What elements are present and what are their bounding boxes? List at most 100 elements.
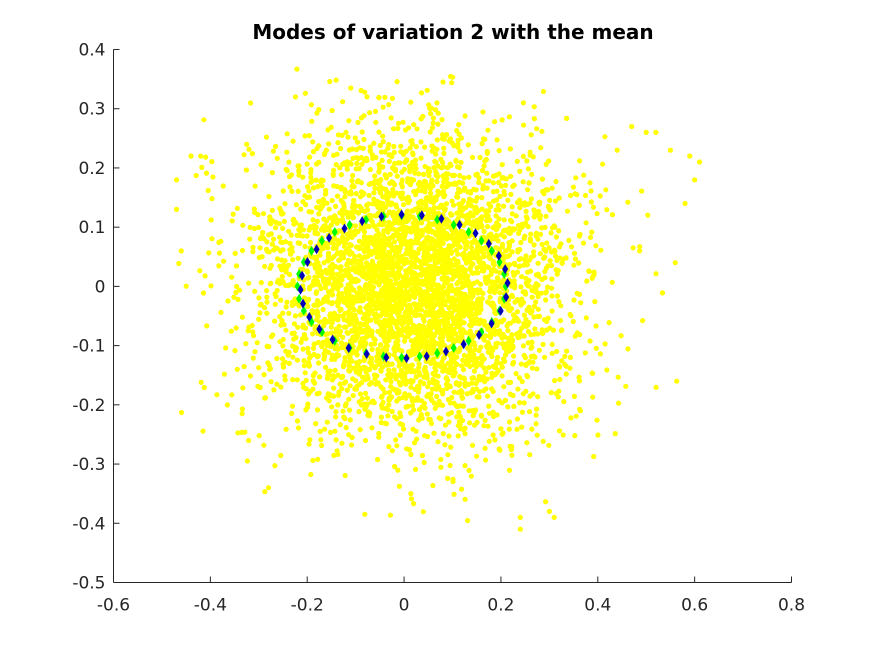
data-point xyxy=(507,391,513,397)
data-point xyxy=(528,196,535,202)
data-point xyxy=(453,381,459,387)
data-point xyxy=(477,154,483,161)
data-point xyxy=(403,404,409,410)
data-point xyxy=(327,311,334,317)
data-point xyxy=(385,322,391,328)
data-point xyxy=(466,467,472,473)
data-point xyxy=(509,452,515,458)
data-point xyxy=(325,127,331,133)
data-point xyxy=(423,358,429,364)
data-point xyxy=(549,293,555,299)
data-point xyxy=(412,170,418,176)
data-point xyxy=(336,218,342,224)
data-point xyxy=(487,300,493,306)
data-point xyxy=(314,204,320,210)
data-point xyxy=(525,340,531,346)
data-point xyxy=(284,168,290,174)
data-point xyxy=(368,299,374,305)
data-point xyxy=(231,294,237,300)
mode-point-blue xyxy=(423,351,430,362)
data-point xyxy=(461,254,467,260)
data-point xyxy=(461,222,467,228)
data-point xyxy=(343,425,349,431)
data-point xyxy=(244,141,250,147)
data-point xyxy=(200,290,207,296)
data-point xyxy=(427,380,433,386)
data-point xyxy=(309,282,315,288)
data-point xyxy=(525,269,531,275)
data-point xyxy=(323,294,329,300)
data-point xyxy=(421,281,428,287)
data-point xyxy=(375,348,381,354)
data-point xyxy=(397,432,403,438)
data-point xyxy=(274,355,280,362)
data-point xyxy=(380,219,387,225)
data-point xyxy=(416,179,423,185)
data-point xyxy=(315,184,321,190)
data-point xyxy=(372,185,378,191)
data-point xyxy=(335,271,341,278)
data-point xyxy=(344,387,350,393)
data-point xyxy=(323,218,329,224)
data-point xyxy=(399,169,405,175)
data-point xyxy=(336,331,343,337)
data-point xyxy=(391,220,397,226)
data-point xyxy=(280,247,286,253)
data-point xyxy=(417,297,424,303)
data-point xyxy=(362,390,369,396)
outlier-point xyxy=(198,153,204,159)
data-point xyxy=(397,410,403,416)
data-point xyxy=(295,324,301,330)
data-point xyxy=(199,164,205,170)
data-point xyxy=(497,193,503,199)
data-point xyxy=(411,293,417,299)
data-point xyxy=(268,379,274,385)
data-point xyxy=(313,421,319,427)
data-point xyxy=(398,238,404,245)
data-point xyxy=(404,246,410,253)
data-point xyxy=(500,341,507,347)
data-point xyxy=(512,226,518,232)
data-point xyxy=(402,364,408,370)
data-point xyxy=(523,253,529,259)
data-point xyxy=(525,224,531,230)
data-point xyxy=(616,400,622,406)
data-point xyxy=(244,458,250,464)
data-point xyxy=(413,356,419,362)
data-point xyxy=(455,271,461,277)
data-point xyxy=(440,259,446,265)
data-point xyxy=(278,297,284,303)
data-point xyxy=(457,148,463,154)
data-point xyxy=(499,241,506,247)
data-point xyxy=(385,145,391,151)
data-point xyxy=(449,270,455,276)
data-point xyxy=(479,359,485,365)
data-point xyxy=(471,255,477,261)
data-point xyxy=(378,190,384,196)
data-point xyxy=(333,437,339,443)
data-point xyxy=(517,400,523,406)
mode-point-blue xyxy=(476,329,483,340)
data-point xyxy=(338,172,344,178)
data-point xyxy=(533,233,539,239)
data-point xyxy=(289,410,295,416)
data-point xyxy=(396,363,402,369)
data-point xyxy=(411,501,417,507)
data-point xyxy=(434,171,440,177)
data-point xyxy=(552,247,558,253)
data-point xyxy=(357,343,363,349)
data-point xyxy=(418,338,424,344)
data-point xyxy=(267,366,273,372)
data-point xyxy=(289,188,295,194)
data-point xyxy=(529,308,535,314)
data-point xyxy=(353,316,359,322)
data-point xyxy=(352,135,358,141)
data-point xyxy=(295,163,301,169)
data-point xyxy=(435,289,441,295)
data-point xyxy=(594,211,600,217)
data-point xyxy=(348,189,354,195)
data-point xyxy=(183,283,189,289)
data-point xyxy=(457,403,463,409)
data-point xyxy=(310,457,316,463)
data-point xyxy=(555,394,561,400)
